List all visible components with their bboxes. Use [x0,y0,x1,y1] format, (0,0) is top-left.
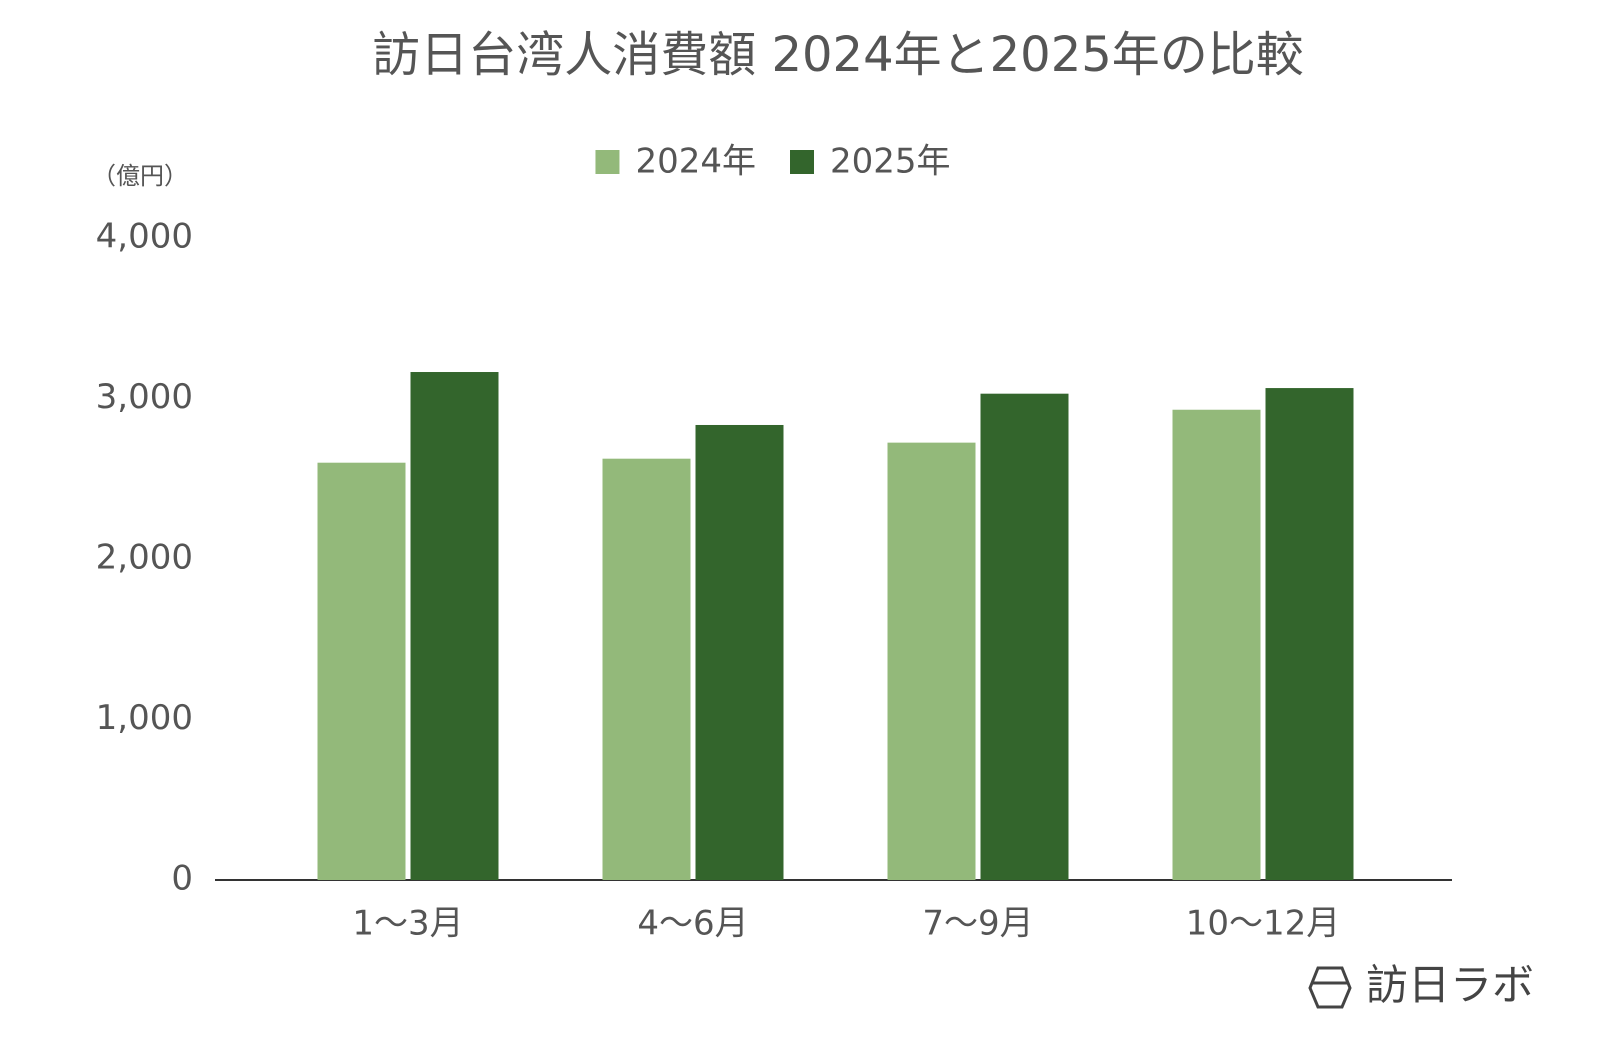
y-tick-label: 2,000 [96,538,193,578]
logo-text: 訪日ラボ [1366,961,1534,1010]
x-tick-label: 4～6月 [637,904,748,944]
legend-label: 2024年 [635,142,756,182]
logo: 訪日ラボ [1308,961,1534,1010]
chart-title: 訪日台湾人消費額 2024年と2025年の比較 [372,27,1304,83]
bar [887,442,976,880]
bar [317,462,406,880]
bar [602,458,691,880]
y-tick-label: 1,000 [96,698,193,738]
y-tick-label: 4,000 [96,217,193,257]
bar [1172,409,1261,880]
legend-swatch [790,150,814,174]
y-tick-label: 0 [171,859,193,899]
bar [695,424,784,880]
x-tick-label: 10～12月 [1186,904,1341,944]
logo-icon [1308,966,1352,1009]
bar [410,372,499,880]
x-tick-label: 7～9月 [922,904,1033,944]
y-tick-label: 3,000 [96,377,193,417]
y-axis-unit: （億円） [92,162,188,190]
bar [1265,388,1354,880]
legend-swatch [595,150,620,174]
x-tick-label: 1～3月 [352,904,463,944]
legend-label: 2025年 [830,142,951,182]
bar [980,393,1069,880]
